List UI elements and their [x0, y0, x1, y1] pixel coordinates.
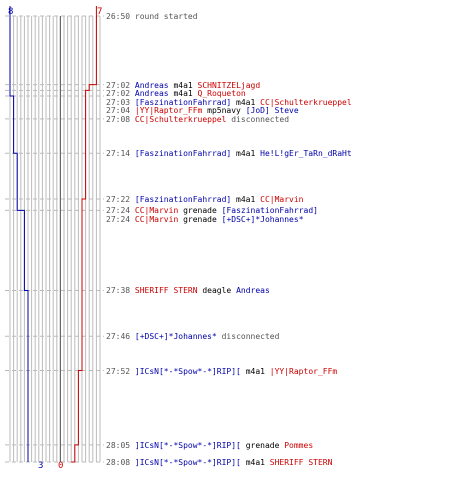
event-log-line: 27:52 ]ICsN[*-*Spow*-*]RIP][ m4a1 |YY|Ra…	[106, 367, 337, 376]
event-text-segment: SHERIFF STERN	[269, 458, 333, 467]
event-text-segment: grenade	[178, 206, 222, 216]
event-time: 26:50	[106, 12, 135, 21]
timeline-grid	[9, 16, 101, 462]
event-text-segment: CC|Marvin	[260, 194, 304, 204]
event-log-line: 27:03 [FaszinationFahrrad] m4a1 CC|Schul…	[106, 98, 352, 107]
event-text-segment: disconnected	[226, 114, 290, 124]
event-text-segment: round started	[134, 12, 198, 21]
event-time: 27:24	[106, 214, 135, 224]
event-log-line: 26:50 round started	[106, 12, 198, 21]
event-text-segment: [FaszinationFahrrad]	[221, 206, 318, 216]
blue-team-alive-line	[9, 6, 29, 462]
event-text-segment: CC|Schulterkrueppel	[260, 97, 352, 107]
event-log-line: 27:24 CC|Marvin grenade [FaszinationFahr…	[106, 206, 318, 215]
red-team-end-count: 0	[58, 461, 63, 471]
event-text-segment: [+DSC+]*Johannes*	[134, 332, 217, 342]
event-text-segment: [+DSC+]*Johannes*	[221, 214, 304, 224]
event-text-segment: CC|Marvin	[134, 214, 179, 224]
blue-team-end-count: 3	[38, 461, 43, 471]
event-log-line: 27:24 CC|Marvin grenade [+DSC+]*Johannes…	[106, 215, 304, 224]
event-time: 27:02	[106, 80, 135, 90]
event-text-segment: [FaszinationFahrrad]	[134, 149, 232, 159]
event-text-segment: [FaszinationFahrrad]	[134, 97, 232, 107]
event-text-segment: m4a1	[168, 89, 198, 99]
event-text-segment: ]ICsN[*-*Spow*-*]RIP][	[134, 440, 241, 450]
event-text-segment: m4a1	[168, 80, 198, 90]
event-log-line: 28:08 ]ICsN[*-*Spow*-*]RIP][ m4a1 SHERIF…	[106, 458, 332, 467]
event-time: 27:52	[106, 366, 135, 376]
event-text-segment: SCHNITZELjagd	[197, 80, 261, 90]
event-time: 27:04	[106, 106, 135, 116]
event-time: 27:02	[106, 89, 135, 99]
event-time: 28:08	[106, 458, 135, 467]
event-time: 28:05	[106, 440, 135, 450]
event-text-segment: grenade	[240, 440, 285, 450]
event-text-segment: [FaszinationFahrrad]	[134, 194, 232, 204]
event-log-line: 28:05 ]ICsN[*-*Spow*-*]RIP][ grenade Pom…	[106, 441, 313, 450]
event-log-line: 27:46 [+DSC+]*Johannes* disconnected	[106, 332, 279, 341]
event-text-segment: Pommes	[284, 440, 314, 450]
red-team-alive-line	[71, 6, 97, 463]
event-time: 27:24	[106, 206, 135, 216]
event-text-segment: ]ICsN[*-*Spow*-*]RIP][	[134, 366, 241, 376]
event-time: 27:03	[106, 97, 135, 107]
event-text-segment: m4a1	[240, 458, 270, 467]
event-text-segment: Q_Roqueton	[197, 89, 246, 99]
event-text-segment: Andreas	[134, 80, 169, 90]
event-text-segment: Andreas	[134, 89, 169, 99]
event-text-segment: disconnected	[216, 332, 280, 342]
event-text-segment: |YY|Raptor_FFm	[134, 106, 203, 116]
event-text-segment: m4a1	[231, 97, 261, 107]
event-time: 27:22	[106, 194, 135, 204]
event-text-segment: |YY|Raptor_FFm	[269, 366, 338, 376]
red-team-start-count: 7	[97, 7, 102, 17]
event-text-segment: m4a1	[231, 194, 261, 204]
event-text-segment: CC|Schulterkrueppel	[134, 114, 227, 124]
event-text-segment: [JoD] Steve	[245, 106, 299, 116]
event-text-segment: m4a1	[231, 149, 261, 159]
event-log-line: 27:04 |YY|Raptor_FFm mp5navy [JoD] Steve	[106, 106, 299, 115]
event-text-segment: Andreas	[236, 286, 270, 296]
event-text-segment: mp5navy	[202, 106, 246, 116]
event-time: 27:14	[106, 149, 135, 159]
event-log-line: 27:22 [FaszinationFahrrad] m4a1 CC|Marvi…	[106, 195, 304, 204]
event-log-line: 27:38 SHERIFF STERN deagle Andreas	[106, 286, 270, 295]
event-text-segment: grenade	[178, 214, 222, 224]
event-time: 27:46	[106, 332, 135, 342]
round-timeline-graph: 8 7 3 0	[5, 6, 104, 471]
blue-team-start-count: 8	[8, 7, 13, 17]
event-log-line: 27:14 [FaszinationFahrrad] m4a1 He!L!gEr…	[106, 149, 352, 158]
event-log-line: 27:08 CC|Schulterkrueppel disconnected	[106, 115, 289, 124]
event-time: 27:08	[106, 114, 135, 124]
event-log-line: 27:02 Andreas m4a1 Q_Roqueton	[106, 89, 246, 98]
event-text-segment: m4a1	[240, 366, 270, 376]
event-tick-marks	[5, 15, 104, 463]
event-text-segment: He!L!gEr_TaRn_dRaHt	[260, 149, 352, 159]
event-text-segment: deagle	[197, 286, 237, 296]
event-log-line: 27:02 Andreas m4a1 SCHNITZELjagd	[106, 81, 260, 90]
event-text-segment: SHERIFF STERN	[134, 286, 198, 296]
event-text-segment: ]ICsN[*-*Spow*-*]RIP][	[134, 458, 241, 467]
event-text-segment: CC|Marvin	[134, 206, 179, 216]
event-time: 27:38	[106, 286, 135, 296]
